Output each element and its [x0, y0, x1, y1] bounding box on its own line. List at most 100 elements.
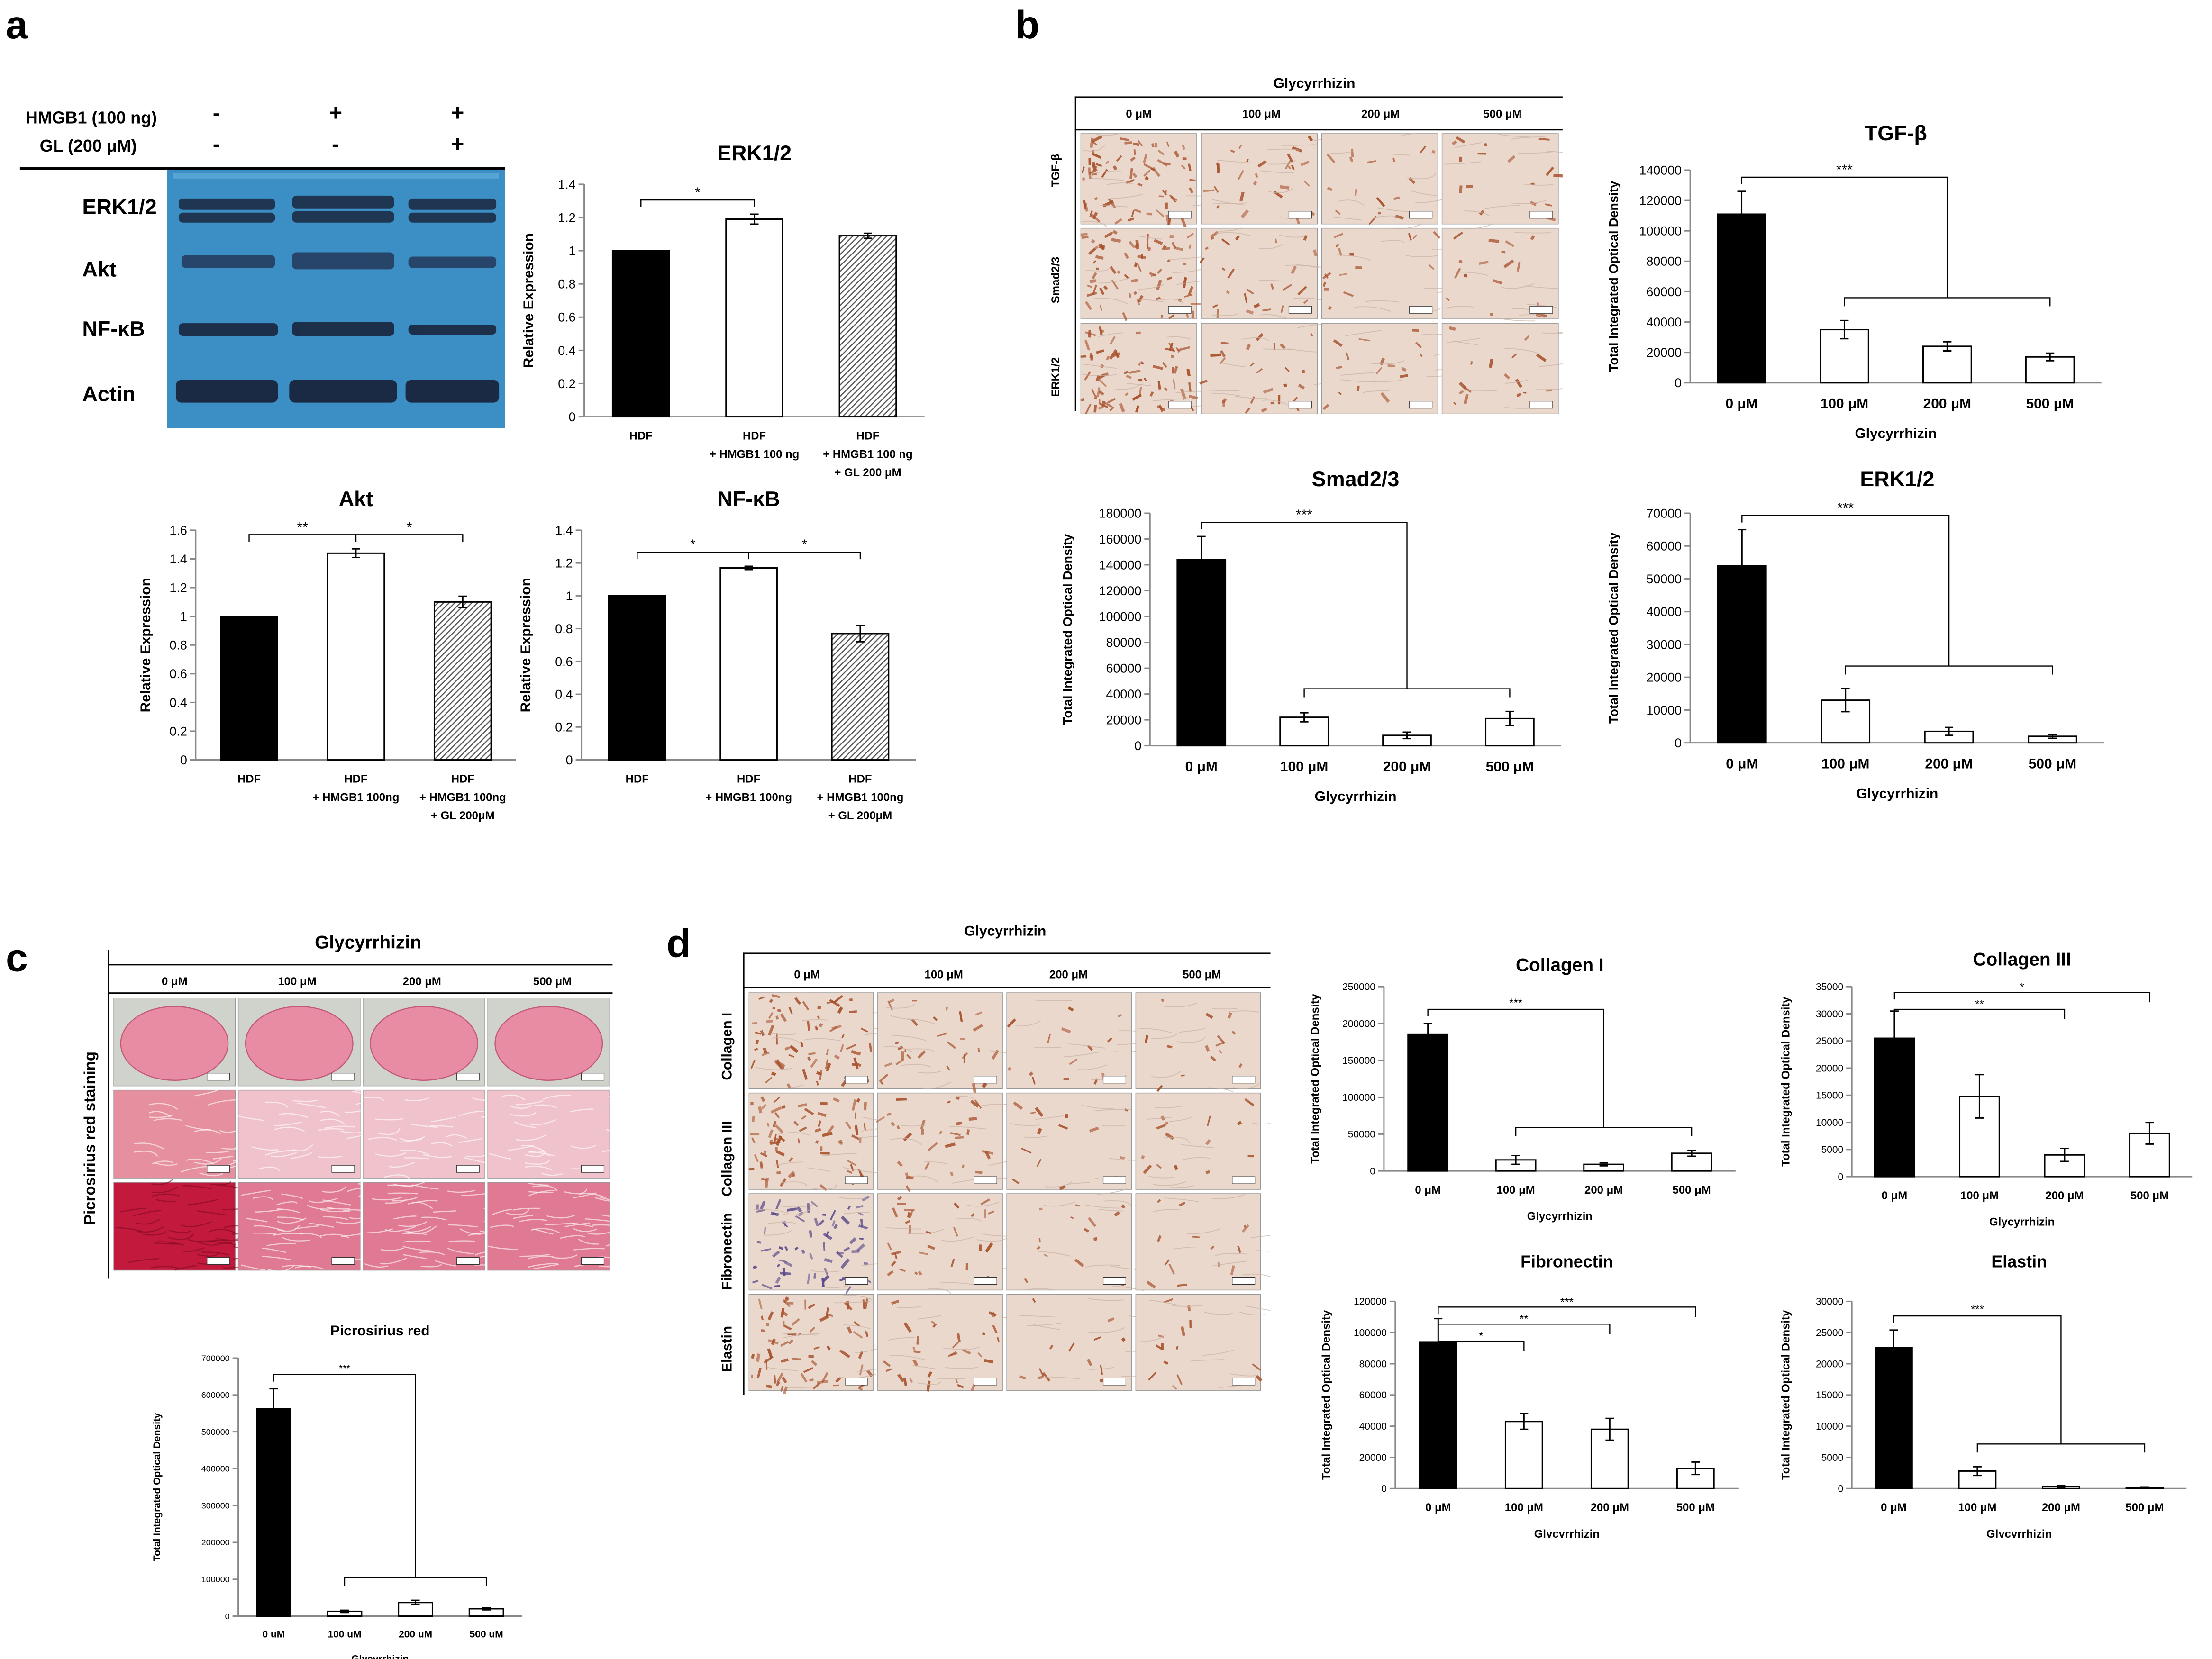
stain-fiber — [1136, 331, 1141, 335]
stain-fiber — [1324, 273, 1329, 279]
significance-bracket — [1741, 515, 1950, 666]
stain-fiber — [1067, 1006, 1074, 1012]
stain-fiber — [783, 1311, 788, 1317]
stain-fiber — [1116, 155, 1122, 162]
tile-background — [1321, 227, 1438, 319]
x-axis-label: Glycyrrhizin — [1527, 1210, 1593, 1223]
stain-fiber — [843, 1247, 850, 1252]
stain-fiber — [754, 1154, 759, 1162]
tissue-texture — [1375, 215, 1398, 219]
stain-fiber — [1169, 194, 1178, 201]
stain-fiber — [1105, 160, 1110, 164]
stain-fiber — [768, 1339, 779, 1345]
collagen-fiber — [431, 1116, 456, 1123]
tissue-texture — [1098, 332, 1123, 337]
stain-fiber — [875, 1116, 885, 1123]
collagen-fiber — [136, 1218, 160, 1225]
y-tick-label: 1 — [566, 589, 573, 603]
stain-fiber — [853, 1321, 860, 1327]
stain-fiber — [1163, 1360, 1169, 1365]
stain-fiber — [1180, 388, 1187, 400]
stain-fiber — [1059, 1185, 1066, 1190]
chart-title: ERK1/2 — [1860, 467, 1934, 491]
stain-fiber — [1210, 231, 1219, 238]
stain-fiber — [912, 1346, 916, 1351]
collagen-fiber — [510, 1105, 532, 1109]
y-tick-label: 1.2 — [555, 556, 573, 571]
stain-fiber — [897, 1160, 903, 1167]
tissue-texture — [1464, 390, 1497, 392]
tissue-texture — [1045, 1376, 1080, 1379]
scale-bar — [1288, 401, 1312, 409]
stain-fiber — [1524, 335, 1530, 341]
collagen-fiber — [404, 1157, 429, 1160]
stain-fiber — [1182, 145, 1185, 150]
collagen-fiber — [115, 1227, 143, 1233]
tissue-texture — [1043, 1201, 1075, 1207]
tissue-texture — [906, 1018, 936, 1024]
stain-fiber — [1545, 166, 1554, 176]
stain-fiber — [1185, 313, 1190, 318]
stain-fiber — [1036, 1246, 1041, 1250]
collagen-fiber — [534, 1104, 557, 1108]
tile-background — [113, 1089, 236, 1179]
stain-fiber — [1210, 1245, 1215, 1250]
collagen-fiber — [207, 1099, 236, 1106]
category-label: 200 μM — [1925, 756, 1973, 772]
stain-fiber — [783, 1260, 792, 1267]
stain-fiber — [1507, 155, 1516, 163]
stain-fiber — [1156, 209, 1165, 218]
histology-tile — [748, 1092, 899, 1191]
stain-fiber — [1093, 1336, 1101, 1341]
stain-fiber — [1291, 265, 1297, 274]
stain-fiber — [1488, 239, 1500, 243]
category-label: 0 μM — [1881, 1501, 1907, 1514]
stain-fiber — [906, 1175, 914, 1180]
stain-fiber — [1134, 209, 1141, 213]
stain-fiber — [807, 1021, 810, 1031]
tissue-section — [245, 1006, 354, 1081]
stain-fiber — [1165, 1121, 1169, 1125]
stain-fiber — [1112, 165, 1118, 171]
stain-fiber — [1205, 1139, 1211, 1145]
stain-fiber — [1129, 369, 1141, 374]
collagen-fiber — [188, 1199, 218, 1206]
tissue-texture — [1514, 232, 1551, 234]
panel-label-a: a — [5, 2, 28, 47]
stain-fiber — [1335, 209, 1341, 215]
tissue-texture — [780, 1181, 808, 1186]
stain-fiber — [937, 1033, 947, 1037]
y-tick-label: 1.6 — [169, 523, 187, 537]
collagen-fiber — [143, 1231, 167, 1236]
stain-fiber — [1093, 165, 1098, 168]
stain-fiber — [1408, 233, 1412, 241]
y-tick-label: 1.4 — [555, 523, 573, 537]
tissue-texture — [1246, 1305, 1271, 1311]
collagen-fiber — [525, 1166, 552, 1170]
sign-hmgb1-lane2: + — [329, 102, 343, 127]
stain-fiber — [1068, 1342, 1075, 1352]
stain-fiber — [826, 1049, 829, 1055]
stain-fiber — [1098, 390, 1104, 396]
tissue-texture — [923, 1161, 948, 1164]
stain-fiber — [774, 1134, 777, 1144]
tissue-texture — [1164, 1197, 1199, 1202]
scale-bar — [331, 1073, 355, 1081]
collagen-fiber — [276, 1201, 298, 1206]
stain-fiber — [1263, 388, 1274, 394]
x-axis-label: Glycyrrhizin — [1315, 789, 1397, 804]
tissue-texture — [1179, 1027, 1206, 1033]
collagen-fiber — [530, 1119, 556, 1126]
stain-fiber — [819, 1315, 829, 1322]
stain-fiber — [787, 1207, 797, 1212]
tissue-texture — [768, 1222, 798, 1225]
stain-fiber — [1420, 145, 1427, 154]
bar — [831, 633, 890, 761]
stain-fiber — [1124, 274, 1129, 279]
histology-tile — [1321, 133, 1452, 225]
category-label: + HMGB1 100 ng — [823, 448, 912, 461]
scale-bar — [1168, 401, 1192, 409]
tissue-texture — [1177, 1036, 1206, 1043]
stain-fiber — [1338, 391, 1342, 395]
stain-fiber — [1451, 140, 1457, 145]
